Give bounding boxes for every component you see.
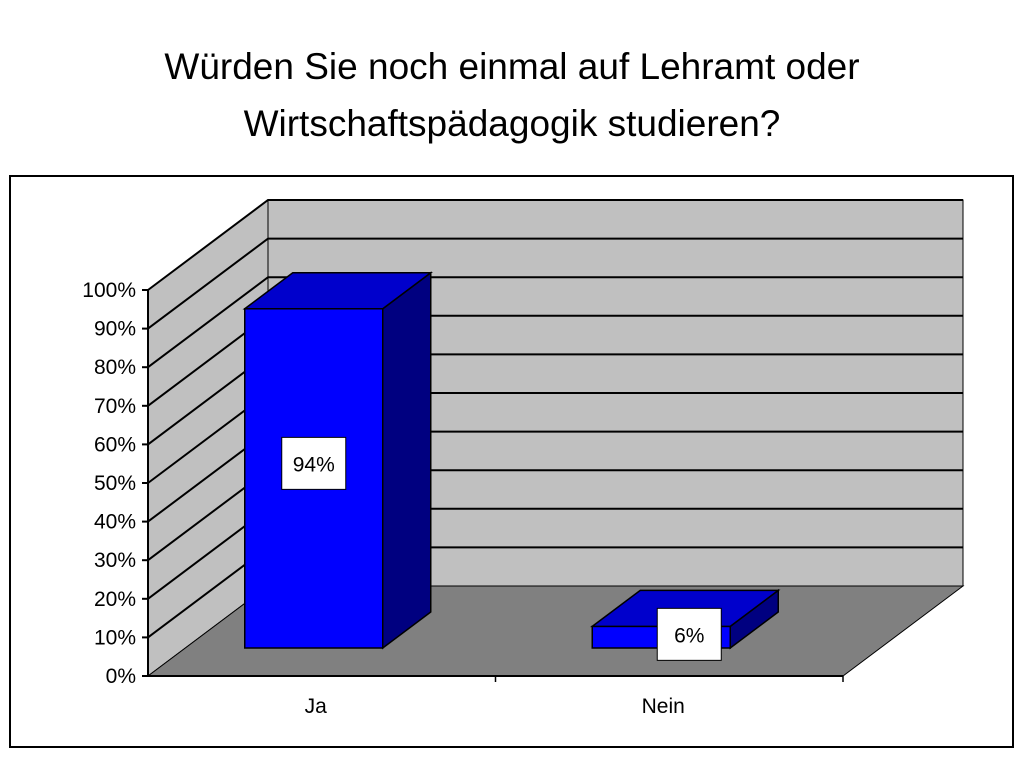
y-tick-label: 50% [94, 472, 136, 495]
data-label-ja: 94% [281, 436, 347, 490]
bar-side [382, 271, 432, 650]
page-title: Würden Sie noch einmal auf Lehramt oder … [0, 38, 1024, 152]
data-label-text: 94% [293, 453, 335, 476]
y-tick-label: 40% [94, 511, 136, 534]
gridline [147, 276, 963, 369]
y-tick-label: 60% [94, 433, 136, 456]
gridline [147, 237, 963, 330]
data-label-nein: 6% [656, 607, 722, 661]
y-tick-label: 20% [94, 588, 136, 611]
y-tick-label: 80% [94, 356, 136, 379]
y-tick-labels: 0% 10% 20% 30% 40% 50% 60% 70% 80% 90% 100% [82, 279, 136, 688]
data-label-box [656, 607, 722, 661]
title-line-2: Wirtschaftspädagogik studieren? [243, 103, 781, 144]
y-tick-label: 10% [94, 626, 136, 649]
y-tick-label: 30% [94, 549, 136, 572]
gridline [147, 199, 963, 291]
title-line-1: Würden Sie noch einmal auf Lehramt oder [164, 46, 860, 87]
y-tick-label: 70% [94, 395, 136, 418]
y-tick-label: 90% [94, 318, 136, 341]
x-category-label: Ja [305, 695, 328, 718]
x-category-label: Nein [642, 695, 685, 718]
bar-top [242, 271, 433, 310]
y-tick-label: 100% [82, 279, 136, 302]
y-tick-label: 0% [106, 665, 136, 688]
data-label-text: 6% [674, 624, 704, 647]
category-labels: Ja Nein [305, 695, 685, 718]
axes [142, 289, 844, 682]
data-label-box [281, 436, 347, 490]
bars: 94% 6% [242, 271, 781, 661]
